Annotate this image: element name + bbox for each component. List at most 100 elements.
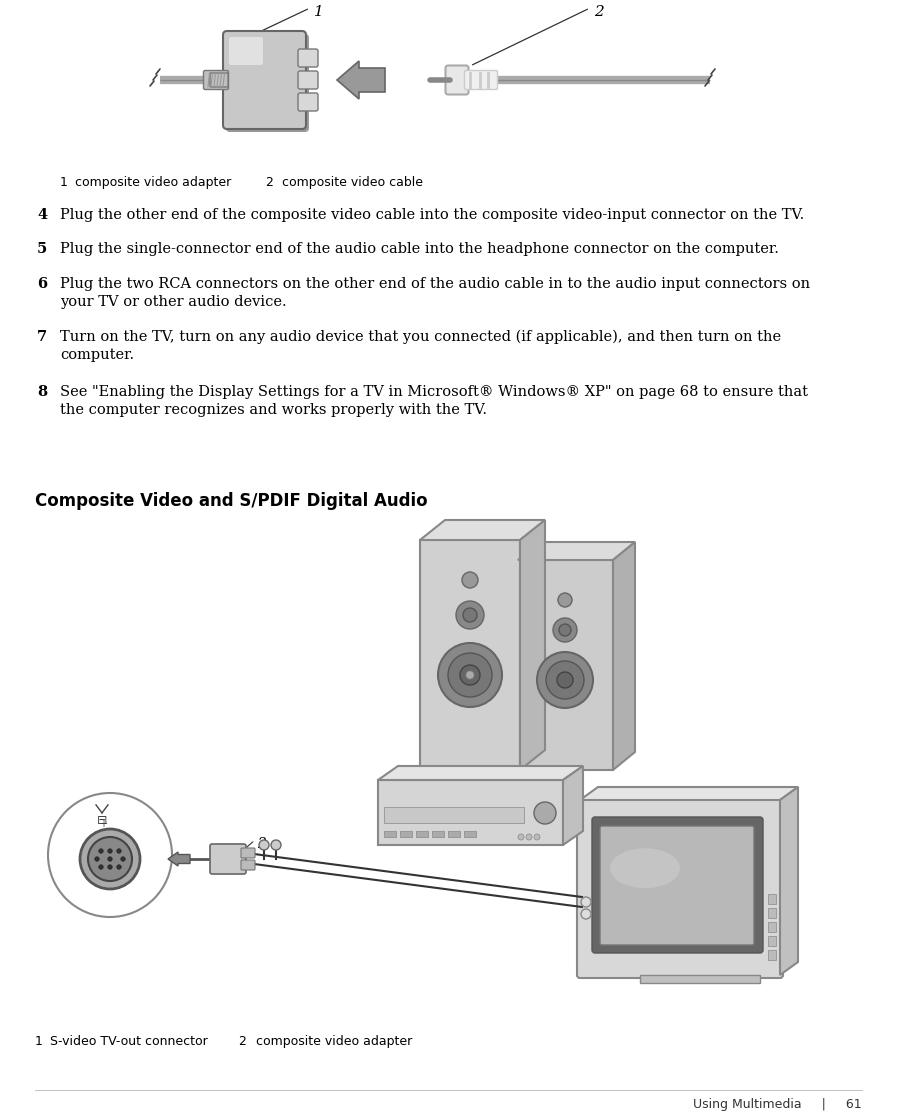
Bar	[464, 831, 476, 837]
Circle shape	[99, 849, 103, 853]
Text: 8: 8	[37, 385, 48, 399]
FancyBboxPatch shape	[204, 70, 229, 90]
Circle shape	[534, 834, 540, 840]
Text: computer.: computer.	[60, 348, 135, 363]
Text: 7: 7	[37, 330, 48, 344]
FancyBboxPatch shape	[577, 797, 783, 978]
Circle shape	[121, 857, 126, 862]
Circle shape	[546, 661, 584, 699]
Circle shape	[108, 849, 112, 853]
Circle shape	[80, 829, 140, 888]
FancyBboxPatch shape	[446, 66, 468, 94]
Text: the computer recognizes and works properly with the TV.: the computer recognizes and works proper…	[60, 403, 487, 417]
Text: composite video adapter: composite video adapter	[75, 176, 231, 189]
Text: 5: 5	[37, 242, 48, 256]
Circle shape	[526, 834, 532, 840]
FancyBboxPatch shape	[241, 848, 255, 858]
Circle shape	[534, 802, 556, 824]
Bar	[768, 922, 776, 932]
Text: 1: 1	[60, 176, 68, 189]
Bar	[384, 831, 396, 837]
Text: +: +	[99, 819, 107, 829]
Text: Composite Video and S/PDIF Digital Audio: Composite Video and S/PDIF Digital Audio	[35, 492, 428, 510]
Text: ⊟: ⊟	[97, 815, 108, 827]
Text: Plug the single-connector end of the audio cable into the headphone connector on: Plug the single-connector end of the aud…	[60, 242, 779, 256]
FancyBboxPatch shape	[226, 34, 309, 132]
FancyBboxPatch shape	[298, 49, 318, 67]
Circle shape	[88, 837, 132, 881]
Circle shape	[518, 834, 524, 840]
FancyBboxPatch shape	[210, 73, 228, 87]
FancyBboxPatch shape	[223, 31, 306, 129]
Circle shape	[537, 652, 593, 708]
Bar	[416, 831, 428, 837]
Text: 2: 2	[238, 1035, 246, 1049]
Text: 2: 2	[594, 4, 604, 19]
Bar	[768, 950, 776, 960]
Text: 4: 4	[37, 208, 48, 222]
FancyBboxPatch shape	[378, 780, 563, 845]
Polygon shape	[780, 787, 798, 975]
Bar	[768, 894, 776, 904]
Text: 2: 2	[257, 837, 266, 852]
Bar	[400, 831, 412, 837]
Bar	[432, 831, 444, 837]
Circle shape	[108, 865, 112, 869]
Circle shape	[438, 643, 502, 707]
Text: your TV or other audio device.: your TV or other audio device.	[60, 295, 287, 309]
Text: Plug the other end of the composite video cable into the composite video-input c: Plug the other end of the composite vide…	[60, 208, 805, 222]
Polygon shape	[580, 787, 798, 800]
FancyArrow shape	[337, 62, 385, 98]
FancyBboxPatch shape	[229, 37, 263, 65]
Circle shape	[559, 624, 571, 636]
Bar	[384, 807, 524, 822]
Circle shape	[48, 793, 172, 916]
FancyBboxPatch shape	[600, 826, 754, 946]
Text: Plug the two RCA connectors on the other end of the audio cable in to the audio : Plug the two RCA connectors on the other…	[60, 278, 810, 291]
Circle shape	[581, 897, 591, 908]
FancyBboxPatch shape	[420, 540, 520, 770]
Circle shape	[259, 840, 269, 850]
Text: See "Enabling the Display Settings for a TV in Microsoft® Windows® XP" on page 6: See "Enabling the Display Settings for a…	[60, 385, 808, 399]
FancyBboxPatch shape	[465, 70, 498, 90]
Polygon shape	[563, 767, 583, 845]
Bar	[448, 831, 460, 837]
Text: Using Multimedia     |     61: Using Multimedia | 61	[693, 1098, 862, 1111]
FancyBboxPatch shape	[298, 70, 318, 90]
Ellipse shape	[610, 848, 680, 888]
Text: 2: 2	[265, 176, 273, 189]
FancyBboxPatch shape	[518, 560, 613, 770]
FancyBboxPatch shape	[241, 861, 255, 869]
Text: 1: 1	[35, 1035, 43, 1049]
Circle shape	[117, 849, 121, 853]
Bar	[768, 935, 776, 946]
Circle shape	[99, 865, 103, 869]
Text: 1: 1	[314, 4, 324, 19]
Circle shape	[456, 601, 484, 629]
Circle shape	[462, 572, 478, 587]
Polygon shape	[378, 767, 583, 780]
Circle shape	[117, 865, 121, 869]
Bar	[768, 908, 776, 918]
Circle shape	[557, 673, 573, 688]
Circle shape	[553, 618, 577, 642]
Circle shape	[581, 909, 591, 919]
FancyBboxPatch shape	[592, 817, 763, 953]
Bar	[640, 975, 760, 982]
Polygon shape	[518, 542, 635, 560]
Text: composite video cable: composite video cable	[282, 176, 423, 189]
Circle shape	[463, 608, 477, 622]
Text: S-video TV-out connector: S-video TV-out connector	[50, 1035, 208, 1049]
Circle shape	[558, 593, 572, 606]
Circle shape	[448, 653, 492, 697]
Polygon shape	[520, 520, 545, 770]
FancyBboxPatch shape	[210, 844, 246, 874]
Polygon shape	[613, 542, 635, 770]
Circle shape	[95, 857, 100, 862]
Text: 1: 1	[157, 837, 166, 852]
Polygon shape	[420, 520, 545, 540]
Circle shape	[108, 857, 112, 862]
Text: Turn on the TV, turn on any audio device that you connected (if applicable), and: Turn on the TV, turn on any audio device…	[60, 330, 781, 345]
Circle shape	[271, 840, 281, 850]
Circle shape	[460, 665, 480, 685]
